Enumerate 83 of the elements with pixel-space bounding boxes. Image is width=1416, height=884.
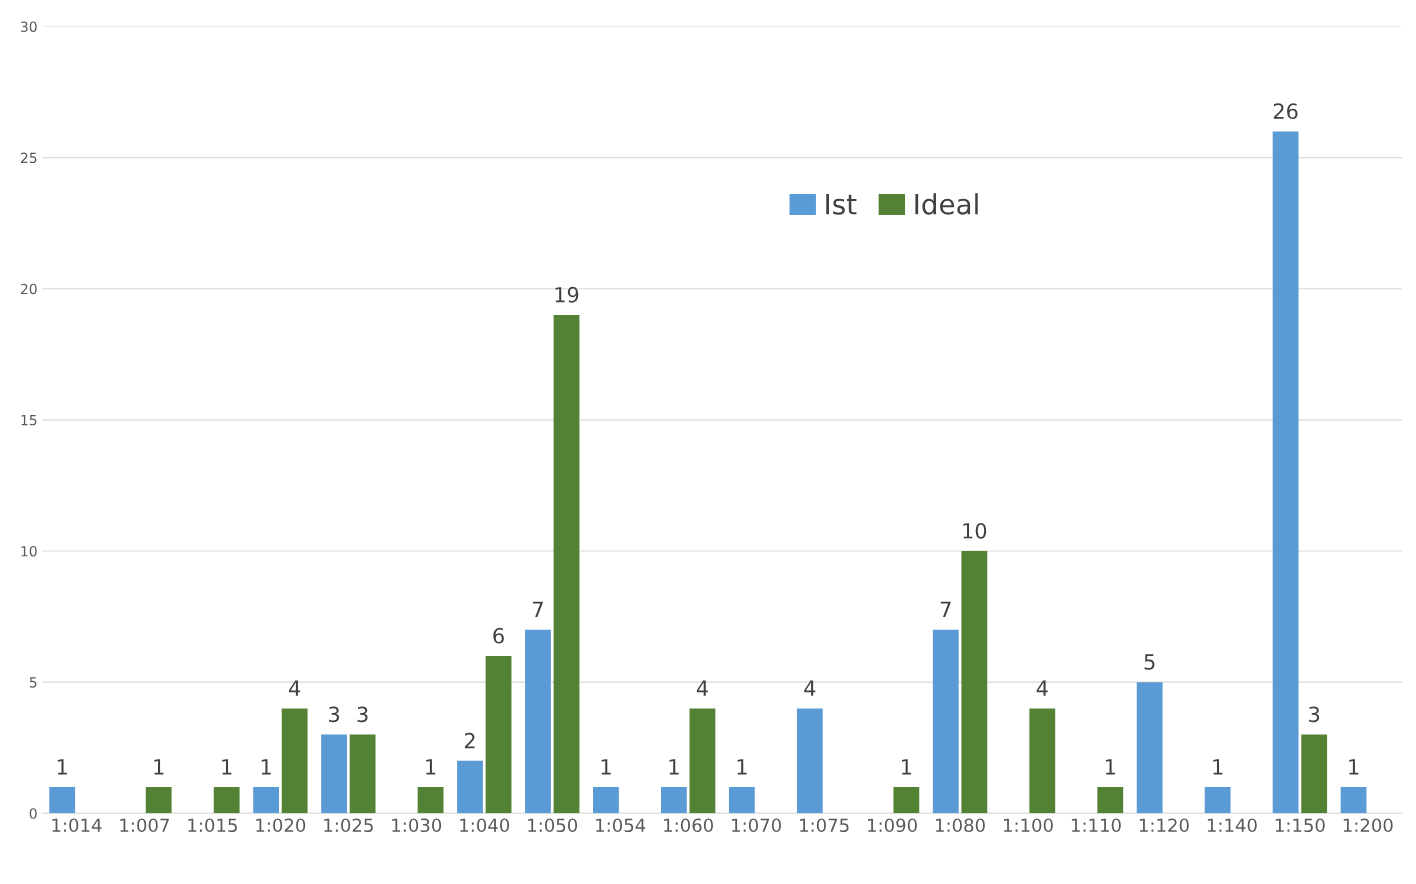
x-tick-label: 1:150 — [1275, 818, 1325, 833]
data-label: 19 — [555, 286, 579, 303]
x-tick-label: 1:050 — [528, 818, 578, 833]
bar — [281, 708, 308, 814]
x-tick-label: 1:090 — [868, 818, 917, 833]
bar — [525, 629, 551, 814]
x-tick-label: 1:110 — [1071, 818, 1121, 833]
data-label: 3 — [329, 706, 340, 723]
data-label: 1 — [601, 759, 611, 775]
bar — [321, 734, 347, 814]
x-tick-label: 1:200 — [1343, 818, 1393, 833]
data-label: 6 — [493, 627, 504, 644]
x-tick-label: 1:025 — [324, 818, 373, 833]
bar — [1272, 131, 1299, 814]
bar — [660, 787, 687, 814]
bar — [728, 787, 755, 814]
y-tick-label: 0 — [29, 808, 37, 819]
y-tick-label: 20 — [20, 283, 37, 295]
data-label: 1 — [1105, 759, 1115, 775]
bar — [1097, 787, 1124, 814]
data-label: 4 — [804, 680, 816, 696]
y-tick-label: 15 — [21, 415, 37, 426]
data-label: 1 — [1213, 759, 1223, 775]
x-tick-label: 1:015 — [188, 818, 237, 833]
data-label: 3 — [1309, 706, 1320, 723]
data-label: 3 — [357, 706, 368, 723]
bar — [253, 787, 280, 814]
legend-label: Ist — [826, 193, 857, 215]
x-tick-label: 1:054 — [596, 818, 646, 833]
x-tick-label: 1:040 — [460, 818, 510, 833]
bar — [796, 708, 823, 814]
data-label: 7 — [940, 601, 951, 618]
bar — [213, 787, 240, 814]
x-tick-label: 1:060 — [664, 818, 713, 833]
bar — [417, 787, 444, 814]
data-label: 1 — [737, 759, 747, 775]
y-tick-label: 30 — [21, 21, 37, 32]
data-label: 10 — [963, 522, 987, 539]
bar — [1204, 787, 1231, 814]
x-tick-label: 1:070 — [732, 818, 781, 833]
bar — [49, 787, 76, 814]
bar — [1029, 708, 1056, 814]
bar — [553, 315, 580, 814]
bar — [1301, 734, 1328, 814]
data-label: 4 — [289, 680, 301, 696]
bar — [349, 734, 376, 814]
y-tick-label: 10 — [21, 546, 37, 557]
data-label: 7 — [533, 601, 543, 618]
y-tick-label: 5 — [29, 677, 37, 688]
x-tick-label: 1:120 — [1139, 818, 1189, 833]
x-tick-label: 1:140 — [1207, 818, 1257, 833]
data-label: 5 — [1144, 654, 1155, 670]
x-tick-label: 1:007 — [120, 818, 169, 833]
x-tick-label: 1:100 — [1003, 818, 1053, 833]
data-label: 2 — [464, 732, 475, 749]
bar — [485, 655, 512, 814]
data-label: 1 — [426, 759, 436, 775]
bar — [961, 551, 988, 814]
data-label: 1 — [154, 759, 164, 775]
y-tick-label: 25 — [20, 152, 37, 164]
x-tick-label: 1:075 — [800, 818, 849, 833]
bar — [1136, 682, 1163, 814]
bar — [1340, 787, 1367, 814]
x-tick-label: 1:030 — [392, 818, 442, 833]
bar — [457, 760, 483, 814]
bar — [145, 787, 172, 814]
bar — [689, 708, 716, 814]
legend-label: Ideal — [915, 193, 978, 215]
data-label: 1 — [222, 759, 232, 775]
x-tick-label: 1:080 — [936, 818, 985, 833]
x-tick-label: 1:020 — [256, 818, 306, 833]
data-label: 1 — [57, 759, 67, 775]
bar — [932, 629, 959, 814]
data-label: 1 — [1349, 759, 1359, 775]
data-label: 1 — [902, 759, 912, 775]
bar — [893, 787, 920, 814]
x-tick-label: 1:014 — [52, 818, 102, 833]
data-label: 4 — [696, 680, 708, 696]
data-label: 26 — [1273, 103, 1298, 120]
data-label: 1 — [669, 759, 679, 775]
bar — [593, 787, 619, 814]
data-label: 1 — [261, 759, 271, 775]
data-label: 4 — [1036, 680, 1048, 696]
